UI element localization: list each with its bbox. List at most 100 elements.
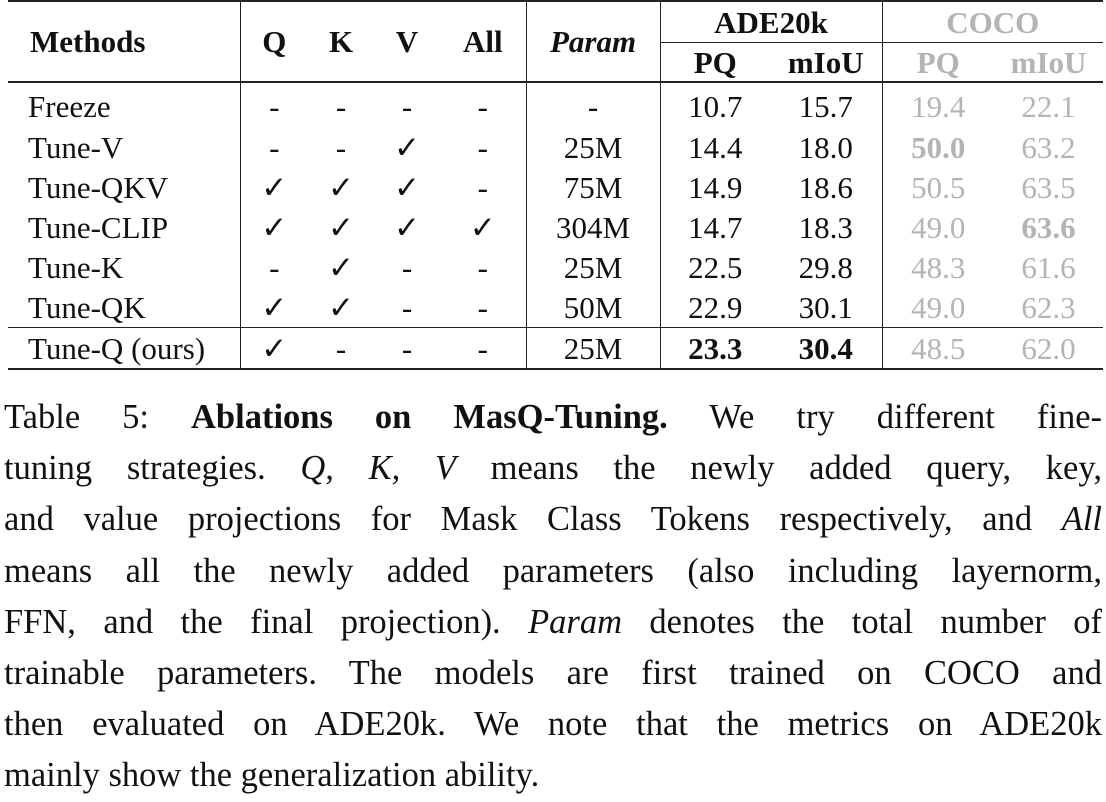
cell-q: - bbox=[269, 249, 280, 285]
caption-label: Table 5: bbox=[4, 398, 192, 436]
cell-method: Tune-QK bbox=[8, 287, 241, 328]
header-v: V bbox=[374, 0, 440, 83]
cell-k: - bbox=[308, 327, 374, 370]
cell-q: ✓ bbox=[261, 209, 288, 245]
cell-k: ✓ bbox=[328, 289, 354, 325]
cell-v: - bbox=[401, 249, 413, 285]
cell-q: ✓ bbox=[261, 169, 288, 205]
cell-v: ✓ bbox=[394, 129, 420, 165]
table-row: Tune-CLIP ✓ ✓ ✓ ✓ 304M 14.7 18.3 49.0 63… bbox=[8, 207, 1103, 247]
table-row: Tune-K - ✓ - - 25M 22.5 29.8 48.3 61.6 bbox=[8, 247, 1103, 287]
cell-coco-miou: 63.2 bbox=[1021, 129, 1076, 165]
header-q: Q bbox=[240, 0, 308, 83]
cell-coco-pq: 48.3 bbox=[911, 249, 966, 285]
cell-v: - bbox=[401, 88, 413, 124]
cell-k: - bbox=[335, 88, 347, 124]
caption-text: and value projections for Mask Class Tok… bbox=[4, 500, 1062, 539]
cell-coco-miou: 62.0 bbox=[994, 327, 1104, 370]
table-row: Tune-V - - ✓ - 25M 14.4 18.0 50.0 63.2 bbox=[8, 127, 1103, 167]
caption-text: FFN, and the final projection). bbox=[4, 602, 529, 641]
cell-all: - bbox=[440, 167, 527, 207]
caption-line: tuning strategies. Q, K, V means the new… bbox=[4, 443, 1102, 494]
cell-ade-miou: 30.1 bbox=[770, 287, 883, 328]
cell-param: 25M bbox=[526, 247, 661, 287]
cell-ade-pq: 22.5 bbox=[688, 249, 743, 285]
cell-coco-miou: 63.6 bbox=[1021, 209, 1076, 245]
cell-ade-miou: 15.7 bbox=[770, 82, 883, 127]
cell-k: ✓ bbox=[328, 209, 354, 245]
table-row: Freeze - - - - - 10.7 15.7 19.4 22.1 bbox=[8, 82, 1103, 127]
caption-line: trainable parameters. The models are fir… bbox=[4, 648, 1102, 699]
cell-param: 25M bbox=[526, 327, 661, 370]
cell-method: Tune-Q (ours) bbox=[8, 327, 241, 370]
cell-param: 25M bbox=[526, 127, 661, 167]
cell-param: - bbox=[526, 82, 661, 127]
caption-text: We try different fine- bbox=[667, 398, 1102, 436]
cell-all: - bbox=[440, 247, 527, 287]
cell-method: Tune-V bbox=[8, 127, 241, 167]
caption-title: Ablations on MasQ-Tuning. bbox=[191, 398, 668, 436]
cell-q: ✓ bbox=[240, 327, 308, 370]
caption-text: mainly show the generalization ability. bbox=[4, 756, 540, 795]
caption-line: FFN, and the final projection). Param de… bbox=[4, 597, 1102, 648]
cell-param: 304M bbox=[526, 207, 661, 247]
cell-q: - bbox=[269, 88, 280, 124]
cell-coco-pq: 49.0 bbox=[911, 289, 966, 325]
cell-coco-pq: 50.5 bbox=[911, 169, 966, 205]
caption-line: and value projections for Mask Class Tok… bbox=[4, 494, 1102, 545]
cell-ade-miou: 18.3 bbox=[770, 207, 883, 247]
cell-ade-pq: 22.9 bbox=[688, 289, 743, 325]
caption-emph: Param bbox=[528, 602, 623, 641]
cell-ade-miou: 18.6 bbox=[770, 167, 883, 207]
cell-coco-miou: 63.5 bbox=[1021, 169, 1076, 205]
cell-method: Tune-K bbox=[8, 247, 241, 287]
caption-emph: Q, K, V bbox=[300, 449, 456, 488]
cell-coco-pq: 48.5 bbox=[882, 327, 995, 370]
header-methods: Methods bbox=[8, 0, 241, 83]
cell-method: Freeze bbox=[8, 82, 241, 127]
caption-text: means all the newly added parameters (al… bbox=[4, 551, 1102, 590]
cell-coco-pq: 19.4 bbox=[911, 88, 966, 124]
cell-ade-pq: 23.3 bbox=[660, 327, 770, 370]
caption-line: Table 5: Ablations on MasQ-Tuning. We tr… bbox=[4, 392, 1102, 443]
caption-text: denotes the total number of bbox=[622, 602, 1102, 641]
cell-v: - bbox=[374, 327, 440, 370]
cell-all: - bbox=[440, 127, 527, 167]
caption-text: trainable parameters. The models are fir… bbox=[4, 654, 1102, 693]
header-coco-miou: mIoU bbox=[994, 42, 1104, 83]
header-coco-pq: PQ bbox=[882, 42, 995, 83]
cell-method: Tune-QKV bbox=[8, 167, 241, 207]
header-coco: COCO bbox=[882, 0, 1104, 43]
cell-ade-miou: 30.4 bbox=[770, 327, 883, 370]
header-k: K bbox=[308, 0, 374, 83]
caption-text: means the newly added query, key, bbox=[455, 449, 1102, 488]
caption-text: then evaluated on ADE20k. We note that t… bbox=[4, 705, 1102, 744]
caption-line: then evaluated on ADE20k. We note that t… bbox=[4, 699, 1102, 750]
header-ade-miou: mIoU bbox=[770, 42, 883, 83]
table-subheader-row: PQ mIoU PQ mIoU bbox=[8, 42, 1104, 83]
caption-emph: All bbox=[1061, 500, 1102, 539]
cell-k: - bbox=[335, 129, 347, 165]
caption-text: tuning strategies. bbox=[4, 449, 301, 488]
cell-param: 50M bbox=[526, 287, 661, 328]
ablation-table: Methods Q K V All Param ADE20k COCO PQ m… bbox=[8, 0, 1104, 370]
table-header-row: Methods Q K V All Param ADE20k COCO bbox=[8, 0, 1104, 83]
table-row: Tune-Q (ours) ✓ - - - 25M 23.3 30.4 48.5… bbox=[8, 327, 1104, 370]
cell-all: ✓ bbox=[440, 207, 527, 247]
table-row: Tune-QK ✓ ✓ - - 50M 22.9 30.1 49.0 62.3 bbox=[8, 287, 1103, 328]
cell-k: ✓ bbox=[328, 169, 354, 205]
cell-k: ✓ bbox=[328, 249, 354, 285]
cell-method: Tune-CLIP bbox=[8, 207, 241, 247]
table-row: Tune-QKV ✓ ✓ ✓ - 75M 14.9 18.6 50.5 63.5 bbox=[8, 167, 1103, 207]
cell-v: ✓ bbox=[394, 169, 420, 205]
cell-ade-pq: 14.9 bbox=[688, 169, 743, 205]
header-ade20k: ADE20k bbox=[660, 0, 883, 43]
cell-coco-miou: 61.6 bbox=[1021, 249, 1076, 285]
table-caption: Table 5: Ablations on MasQ-Tuning. We tr… bbox=[4, 392, 1102, 802]
cell-all: - bbox=[440, 287, 527, 328]
cell-v: - bbox=[401, 289, 413, 325]
cell-ade-pq: 10.7 bbox=[688, 88, 743, 124]
cell-v: ✓ bbox=[394, 209, 420, 245]
cell-q: ✓ bbox=[261, 289, 288, 325]
